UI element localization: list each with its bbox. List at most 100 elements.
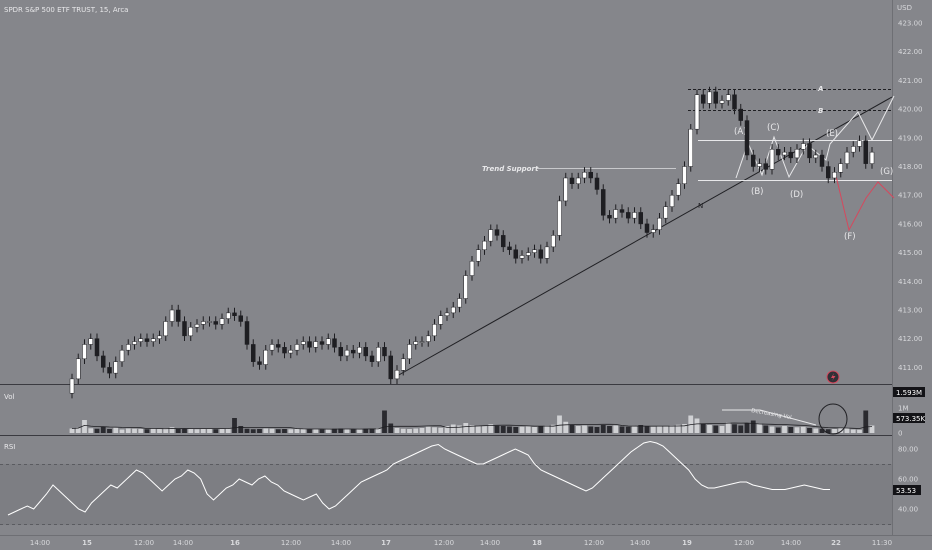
- candle: [163, 321, 168, 337]
- candle: [376, 347, 381, 362]
- candle: [538, 249, 543, 259]
- candle: [763, 163, 768, 170]
- volume-bar: [538, 426, 544, 433]
- rsi-pane-label: RSI: [4, 443, 15, 451]
- volume-bar: [575, 426, 581, 433]
- candle: [488, 229, 493, 242]
- candle: [257, 361, 262, 365]
- candle: [238, 315, 243, 322]
- candle: [563, 177, 568, 202]
- volume-bar: [569, 425, 575, 433]
- volume-bar: [250, 429, 256, 433]
- candle: [263, 349, 268, 365]
- time-tick-label: 11:30: [872, 539, 892, 547]
- volume-bar: [532, 427, 537, 433]
- volume-bar: [325, 429, 331, 433]
- price-badge-label: 1.593M: [896, 389, 922, 397]
- level-a-label: A: [817, 85, 823, 93]
- price-tick-label: 423.00: [898, 20, 923, 28]
- price-tick-label: 419.00: [898, 134, 923, 142]
- volume-bar: [750, 420, 756, 433]
- volume-bar: [157, 428, 162, 433]
- volume-bar: [382, 410, 387, 433]
- volume-bar: [125, 428, 131, 433]
- volume-bar: [232, 418, 237, 433]
- volume-bar: [100, 427, 106, 433]
- volume-bar: [138, 429, 144, 433]
- time-tick-label: 14:00: [480, 539, 500, 547]
- wave-label-f: (F): [844, 232, 856, 242]
- candle: [157, 335, 162, 339]
- volume-bar: [300, 429, 306, 433]
- volume-bar: [782, 426, 787, 433]
- wave-label-b: (B): [751, 187, 763, 197]
- candle: [607, 215, 612, 219]
- candle: [682, 166, 687, 184]
- candle: [588, 171, 593, 179]
- candle: [276, 344, 281, 348]
- volume-bar: [475, 426, 481, 433]
- volume-bar: [257, 429, 262, 433]
- candle: [419, 341, 425, 343]
- volume-bar: [794, 427, 800, 433]
- candle: [663, 206, 668, 219]
- volume-bar: [350, 429, 356, 433]
- volume-bar: [294, 428, 300, 433]
- volume-bar: [269, 428, 275, 433]
- volume-bar: [719, 426, 725, 433]
- volume-bar: [669, 425, 675, 433]
- candle: [844, 151, 850, 164]
- candle: [669, 194, 675, 207]
- candle: [382, 347, 387, 357]
- candle: [494, 229, 500, 236]
- volume-bar: [357, 429, 362, 433]
- candle: [476, 249, 481, 262]
- level-b-label: B: [818, 107, 823, 115]
- volume-badge: [893, 413, 925, 423]
- candle: [857, 140, 862, 147]
- candle: [294, 344, 300, 351]
- candle: [219, 318, 225, 325]
- volume-bar: [744, 423, 750, 433]
- price-tick-label: 420.00: [898, 106, 923, 114]
- candle: [832, 171, 837, 179]
- time-tick-label: 12:00: [584, 539, 604, 547]
- candle: [619, 209, 625, 213]
- volume-bar: [769, 426, 775, 433]
- price-tick-label: 417.00: [898, 192, 923, 200]
- volume-bar: [463, 423, 469, 433]
- time-tick-label: 12:00: [281, 539, 301, 547]
- candle: [407, 344, 412, 360]
- volume-bar: [469, 425, 475, 433]
- volume-bar: [588, 426, 594, 433]
- candle: [301, 341, 306, 345]
- time-tick-label: 14:00: [630, 539, 650, 547]
- volume-bar: [225, 428, 231, 433]
- candle: [726, 94, 731, 101]
- candle: [807, 143, 812, 159]
- volume-bar: [319, 429, 325, 433]
- wave-label-a: (A): [734, 127, 746, 137]
- candle: [426, 335, 431, 342]
- candle: [644, 223, 650, 233]
- candle: [144, 338, 150, 342]
- price-badge: [893, 387, 925, 397]
- volume-badge-label: 573.35K: [896, 415, 925, 423]
- volume-bar: [850, 429, 856, 433]
- candle: [332, 338, 337, 348]
- volume-bar: [275, 429, 281, 433]
- price-tick-label: 412.00: [898, 335, 923, 343]
- volume-bar: [132, 428, 137, 433]
- rsi-badge-label: 53.53: [896, 487, 916, 495]
- candle: [69, 378, 75, 394]
- candle: [688, 128, 693, 167]
- volume-bar: [194, 429, 200, 433]
- volume-bar: [557, 415, 562, 433]
- volume-bar: [544, 425, 550, 433]
- volume-bar: [707, 425, 712, 433]
- volume-bar: [863, 410, 869, 433]
- volume-bar: [800, 426, 806, 433]
- volume-bar: [644, 426, 650, 433]
- volume-bar: [488, 424, 494, 433]
- candle: [401, 358, 406, 371]
